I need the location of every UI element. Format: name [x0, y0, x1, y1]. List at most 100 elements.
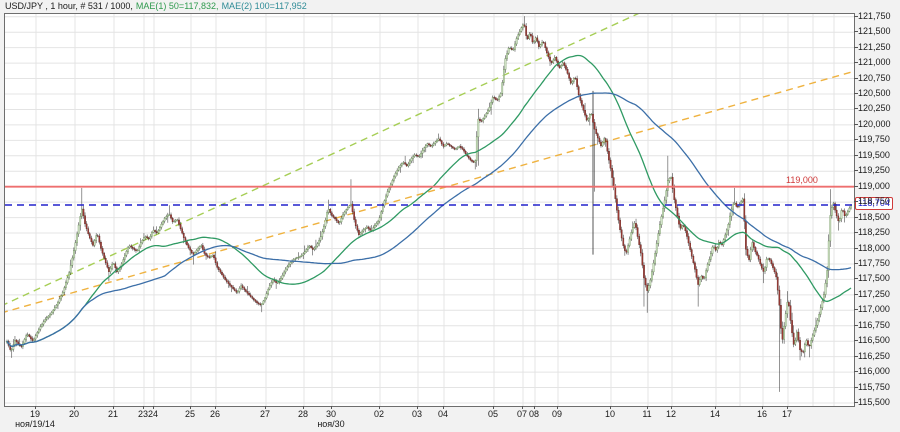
- x-axis-label: 05: [487, 409, 499, 419]
- x-axis-label: 08: [528, 409, 540, 419]
- y-axis-tick: [854, 232, 858, 234]
- chart-title-bar: USD/JPY , 1 hour, # 531 / 1000, MAE(1) 50…: [5, 1, 310, 11]
- y-axis-label: 119,250: [858, 165, 890, 176]
- y-axis-label: 116,250: [858, 350, 890, 361]
- y-axis-tick: [854, 340, 858, 342]
- x-axis-tick: [74, 406, 75, 409]
- x-axis-label: 14: [709, 409, 721, 419]
- x-axis-label: 10: [604, 409, 616, 419]
- y-axis-tick: [854, 15, 858, 17]
- resistance-price-label: 119,000: [786, 174, 818, 185]
- y-axis-label: 120,000: [858, 118, 891, 129]
- y-axis-label: 115,750: [858, 381, 890, 392]
- y-axis-tick: [854, 278, 858, 280]
- y-axis-tick: [854, 62, 858, 64]
- x-axis-tick: [143, 406, 144, 409]
- x-axis-tick: [557, 406, 558, 409]
- y-axis-tick: [854, 46, 858, 48]
- current-price-badge: 118,704: [855, 196, 893, 210]
- y-axis-tick: [854, 386, 858, 388]
- y-axis-label: 118,250: [858, 227, 890, 238]
- y-axis-tick: [854, 139, 858, 141]
- x-axis-label: 11: [642, 409, 652, 419]
- y-axis-tick: [854, 123, 858, 125]
- x-axis-tick: [153, 406, 154, 409]
- x-axis-label: 04: [437, 409, 449, 419]
- y-axis-tick: [854, 324, 858, 326]
- x-axis-tick: [215, 406, 216, 409]
- x-axis-label: 20: [68, 409, 80, 419]
- y-axis-label: 121,750: [858, 10, 891, 21]
- x-axis-tick: [35, 406, 36, 409]
- x-axis-label: 28: [297, 409, 309, 419]
- symbol-timeframe-label: USD/JPY , 1 hour, # 531 / 1000,: [5, 1, 133, 11]
- y-axis-label: 115,500: [858, 397, 890, 407]
- x-axis-tick: [379, 406, 380, 409]
- y-axis-tick: [854, 309, 858, 311]
- y-axis-tick: [854, 247, 858, 249]
- y-axis-label: 117,250: [858, 288, 890, 299]
- y-axis-tick: [854, 262, 858, 264]
- y-axis-tick: [854, 293, 858, 295]
- x-axis-label: 24: [147, 409, 159, 419]
- x-axis-label: 27: [259, 409, 271, 419]
- x-axis-tick: [762, 406, 763, 409]
- candles-layer: [6, 16, 852, 392]
- x-axis-tick: [715, 406, 716, 409]
- y-axis-label: 117,750: [858, 257, 890, 268]
- y-axis-label: 116,000: [858, 366, 890, 377]
- x-axis-tick: [534, 406, 535, 409]
- x-axis-tick: [671, 406, 672, 409]
- y-axis-tick: [854, 93, 858, 94]
- x-axis-tick: [265, 406, 266, 409]
- y-axis-label: 117,000: [858, 304, 890, 315]
- y-axis-tick: [854, 216, 858, 218]
- x-axis-tick: [303, 406, 304, 409]
- y-axis-label: 119,750: [858, 134, 890, 145]
- x-axis-label: 02: [373, 409, 385, 419]
- y-axis-tick: [854, 185, 858, 187]
- x-axis-tick: [787, 406, 788, 409]
- x-axis-label: 16: [756, 409, 768, 419]
- y-axis-tick: [854, 355, 858, 357]
- x-axis-label: 19: [29, 409, 41, 419]
- y-axis-label: 121,000: [858, 57, 891, 68]
- x-axis-label: 12: [665, 409, 677, 419]
- y-axis-label: 116,750: [858, 319, 890, 330]
- ma50-line: [6, 54, 852, 348]
- y-axis-tick: [854, 402, 858, 403]
- x-axis-date-label: ноя/19/14: [15, 419, 55, 429]
- y-axis-label: 116,500: [858, 335, 890, 346]
- y-axis-label: 119,500: [858, 149, 890, 160]
- mae1-indicator-label: MAE(1) 50=117,832,: [135, 1, 219, 11]
- x-axis-label: 30: [325, 409, 337, 419]
- x-axis-label: 26: [209, 409, 221, 419]
- candlestick-chart-canvas[interactable]: [5, 14, 854, 406]
- x-axis-label: 25: [184, 409, 196, 419]
- x-axis-tick: [417, 406, 418, 409]
- y-axis-tick: [854, 108, 858, 110]
- x-axis-date-label: ноя/30: [317, 419, 345, 429]
- x-axis-tick: [331, 406, 332, 409]
- x-axis-tick: [443, 406, 444, 409]
- x-axis-tick: [610, 406, 611, 409]
- y-axis-label: 117,500: [858, 273, 890, 284]
- y-axis-label: 120,500: [858, 88, 891, 98]
- y-axis-label: 118,750: [858, 196, 890, 207]
- orange-dashed-trendline: [5, 70, 854, 313]
- y-axis-tick: [854, 31, 858, 33]
- y-axis-label: 118,500: [858, 211, 890, 222]
- y-axis-tick: [854, 170, 858, 172]
- y-axis-tick: [854, 201, 858, 203]
- price-chart-plot-area[interactable]: [4, 13, 855, 407]
- x-axis-label: 17: [781, 409, 793, 419]
- mae2-indicator-label: MAE(2) 100=117,952: [221, 1, 307, 11]
- x-axis-label: 21: [107, 409, 119, 419]
- x-axis-tick: [647, 406, 648, 409]
- y-axis-tick: [854, 77, 858, 79]
- y-axis-label: 118,000: [858, 242, 890, 253]
- ma100-line: [6, 92, 852, 348]
- x-axis-label: 23: [137, 409, 149, 419]
- x-axis-label: 03: [411, 409, 423, 419]
